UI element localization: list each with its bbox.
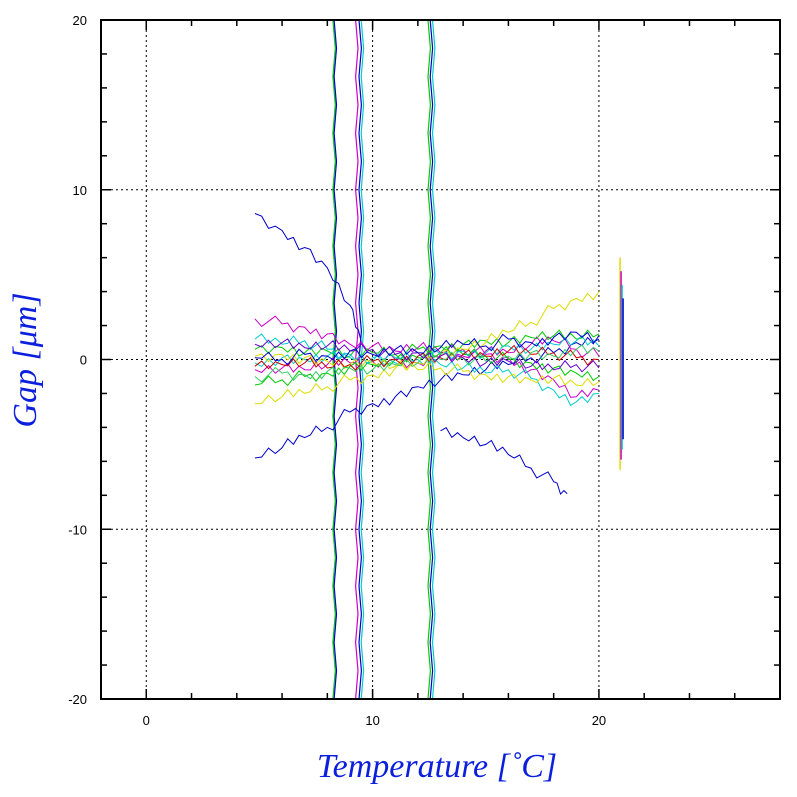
vertical-excursion-line xyxy=(358,19,363,700)
axis-ticks xyxy=(100,19,781,700)
series-line xyxy=(254,331,600,366)
series-line xyxy=(254,315,600,398)
y-axis-title: Gap [μm] xyxy=(7,292,44,427)
y-tick-label: 20 xyxy=(73,13,87,28)
series-line xyxy=(254,344,599,371)
y-tick-label: -20 xyxy=(68,692,87,707)
grid xyxy=(101,20,780,699)
x-axis-title: Temperature [˚C] xyxy=(317,748,557,785)
series-line xyxy=(254,345,600,387)
y-tick-label: 0 xyxy=(80,353,87,368)
series-line xyxy=(254,344,600,383)
y-tick-label: -10 xyxy=(68,522,87,537)
x-tick-label: 10 xyxy=(365,713,379,728)
series-line xyxy=(254,291,600,405)
vertical-excursion-line xyxy=(360,19,365,700)
series-line xyxy=(254,338,600,373)
tick-labels: 0 10 20 20 10 0 -10 -20 xyxy=(68,13,606,728)
x-tick-label: 20 xyxy=(592,713,606,728)
y-tick-label: 10 xyxy=(73,183,87,198)
vertical-excursion-line xyxy=(429,19,434,700)
series-line xyxy=(254,335,600,459)
series-line xyxy=(440,427,568,496)
plot-area xyxy=(254,19,624,700)
x-tick-label: 0 xyxy=(143,713,150,728)
series-line xyxy=(254,213,362,343)
